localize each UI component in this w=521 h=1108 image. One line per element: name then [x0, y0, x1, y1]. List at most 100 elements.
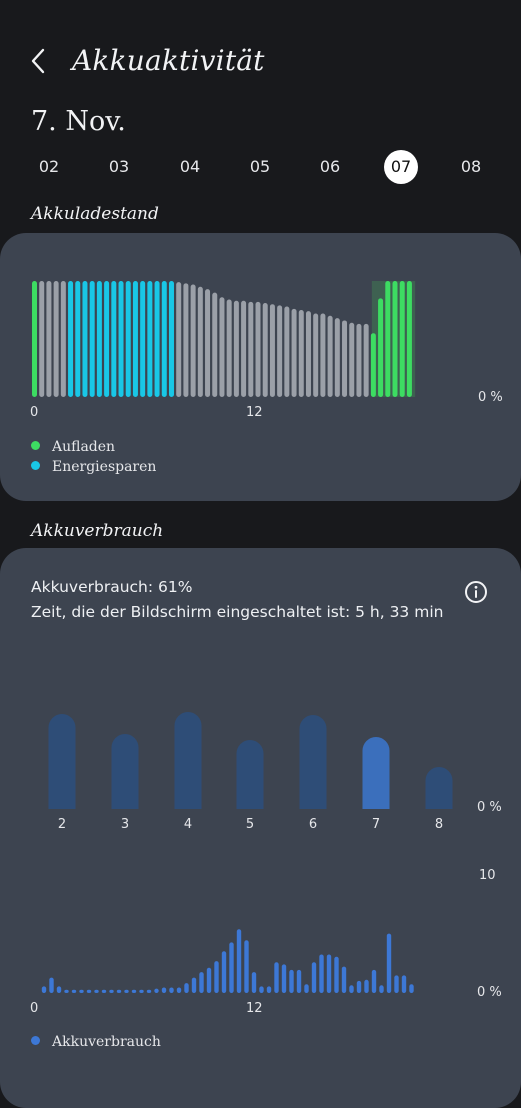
level-bar	[269, 304, 275, 397]
legend-charging-label: Aufladen	[52, 439, 116, 455]
info-icon[interactable]	[464, 580, 488, 604]
daily-tick-label: 6	[309, 817, 317, 832]
day-07-selected[interactable]: 07	[384, 150, 418, 184]
hourly-x-mid: 12	[246, 1001, 263, 1016]
legend-charging: Aufladen	[31, 439, 115, 455]
hourly-usage-bar	[161, 987, 167, 993]
hourly-x-start: 0	[30, 1001, 39, 1016]
daily-usage-bar	[299, 715, 327, 809]
level-bar	[399, 281, 405, 397]
hourly-usage-bar	[281, 964, 287, 993]
hourly-usage-bar	[86, 989, 92, 993]
level-bar	[168, 281, 174, 397]
level-bar	[313, 313, 319, 397]
hourly-usage-bar	[244, 940, 249, 993]
hourly-y-min: 0 %	[477, 985, 502, 1000]
hourly-usage-bar	[356, 980, 362, 993]
level-bar	[385, 281, 391, 397]
hourly-usage-bar	[221, 951, 227, 993]
hourly-usage-bar	[274, 962, 279, 993]
hourly-usage-bar	[176, 987, 182, 993]
hourly-usage-bar	[266, 986, 272, 993]
level-bar	[96, 281, 102, 397]
level-bar	[147, 281, 153, 397]
daily-usage-bar	[48, 714, 76, 809]
hourly-usage-bar	[319, 954, 324, 993]
battery-level-title: Akkuladestand	[31, 204, 159, 224]
day-04[interactable]: 04	[179, 157, 201, 176]
level-bar	[392, 281, 398, 397]
daily-y-min: 0 %	[477, 800, 502, 815]
level-bar	[262, 303, 268, 397]
daily-usage-bar	[111, 734, 139, 809]
day-02[interactable]: 02	[38, 157, 60, 176]
level-bar	[305, 311, 311, 397]
level-bar	[190, 284, 196, 397]
level-bar	[291, 308, 297, 397]
back-arrow-icon[interactable]	[28, 46, 52, 76]
battery-usage-card	[0, 548, 521, 1108]
hourly-y-max: 10	[479, 868, 496, 883]
hourly-usage-bar	[116, 989, 122, 993]
hourly-usage-bar	[139, 989, 144, 993]
level-bar	[154, 281, 160, 397]
daily-tick-label: 7	[372, 817, 380, 832]
level-bar	[75, 281, 81, 397]
hourly-usage-bar	[154, 988, 159, 993]
hourly-usage-bar	[409, 984, 414, 993]
day-03[interactable]: 03	[108, 157, 130, 176]
hourly-usage-bar	[341, 966, 347, 993]
selected-date: 7. Nov.	[31, 106, 126, 137]
level-bar	[327, 315, 333, 397]
legend-power-saving-label: Energiesparen	[52, 459, 157, 475]
hourly-usage-bar	[289, 969, 294, 993]
level-bar	[233, 300, 239, 397]
level-bar	[356, 323, 362, 397]
level-bar	[60, 281, 66, 397]
level-bar	[140, 281, 146, 397]
hourly-usage-bar	[124, 989, 129, 993]
level-bar	[320, 313, 326, 397]
level-bar	[132, 281, 138, 397]
day-06[interactable]: 06	[319, 157, 341, 176]
usage-dot	[31, 1035, 40, 1045]
level-bar	[104, 281, 110, 397]
hourly-usage-bar	[229, 942, 234, 993]
hourly-usage-bar	[401, 975, 407, 993]
page-title: Akkuaktivität	[72, 44, 265, 77]
level-bar	[111, 281, 117, 397]
level-bar	[363, 323, 369, 397]
day-selector: 02 03 04 05 06 07 08	[14, 150, 507, 184]
level-bar	[183, 283, 189, 397]
hourly-usage-bar	[79, 989, 84, 993]
level-bar	[212, 292, 218, 397]
hourly-usage-bar	[296, 969, 302, 993]
hourly-usage-bar	[371, 969, 377, 993]
app-header: Akkuaktivität	[0, 36, 521, 92]
hourly-usage-bar	[131, 989, 137, 993]
hourly-usage-bar	[259, 986, 264, 993]
hourly-usage-bar	[109, 989, 114, 993]
hourly-usage-bar	[326, 954, 332, 993]
battery-level-chart	[32, 281, 416, 397]
daily-usage-chart: 2 3 4 5 6 7 8	[48, 712, 453, 832]
hourly-usage-bar	[386, 933, 392, 993]
daily-tick-label: 4	[184, 817, 192, 832]
level-bar	[342, 320, 348, 397]
level-bar	[68, 281, 74, 397]
hourly-usage-bar	[236, 929, 242, 993]
daily-usage-bar	[425, 767, 453, 809]
screen-time-text: Zeit, die der Bildschirm eingeschaltet i…	[31, 603, 444, 621]
hourly-usage-bar	[214, 961, 219, 993]
hourly-usage-bar	[71, 989, 77, 993]
hourly-usage-bar	[41, 986, 47, 993]
day-05[interactable]: 05	[249, 157, 271, 176]
daily-tick-label: 8	[435, 817, 443, 832]
level-bar	[298, 310, 304, 397]
daily-tick-label: 2	[58, 817, 66, 832]
daily-usage-bar	[236, 740, 264, 809]
level-bar	[39, 281, 45, 397]
level-bar	[370, 333, 376, 397]
day-08[interactable]: 08	[460, 157, 482, 176]
hourly-usage-bar	[64, 989, 69, 993]
